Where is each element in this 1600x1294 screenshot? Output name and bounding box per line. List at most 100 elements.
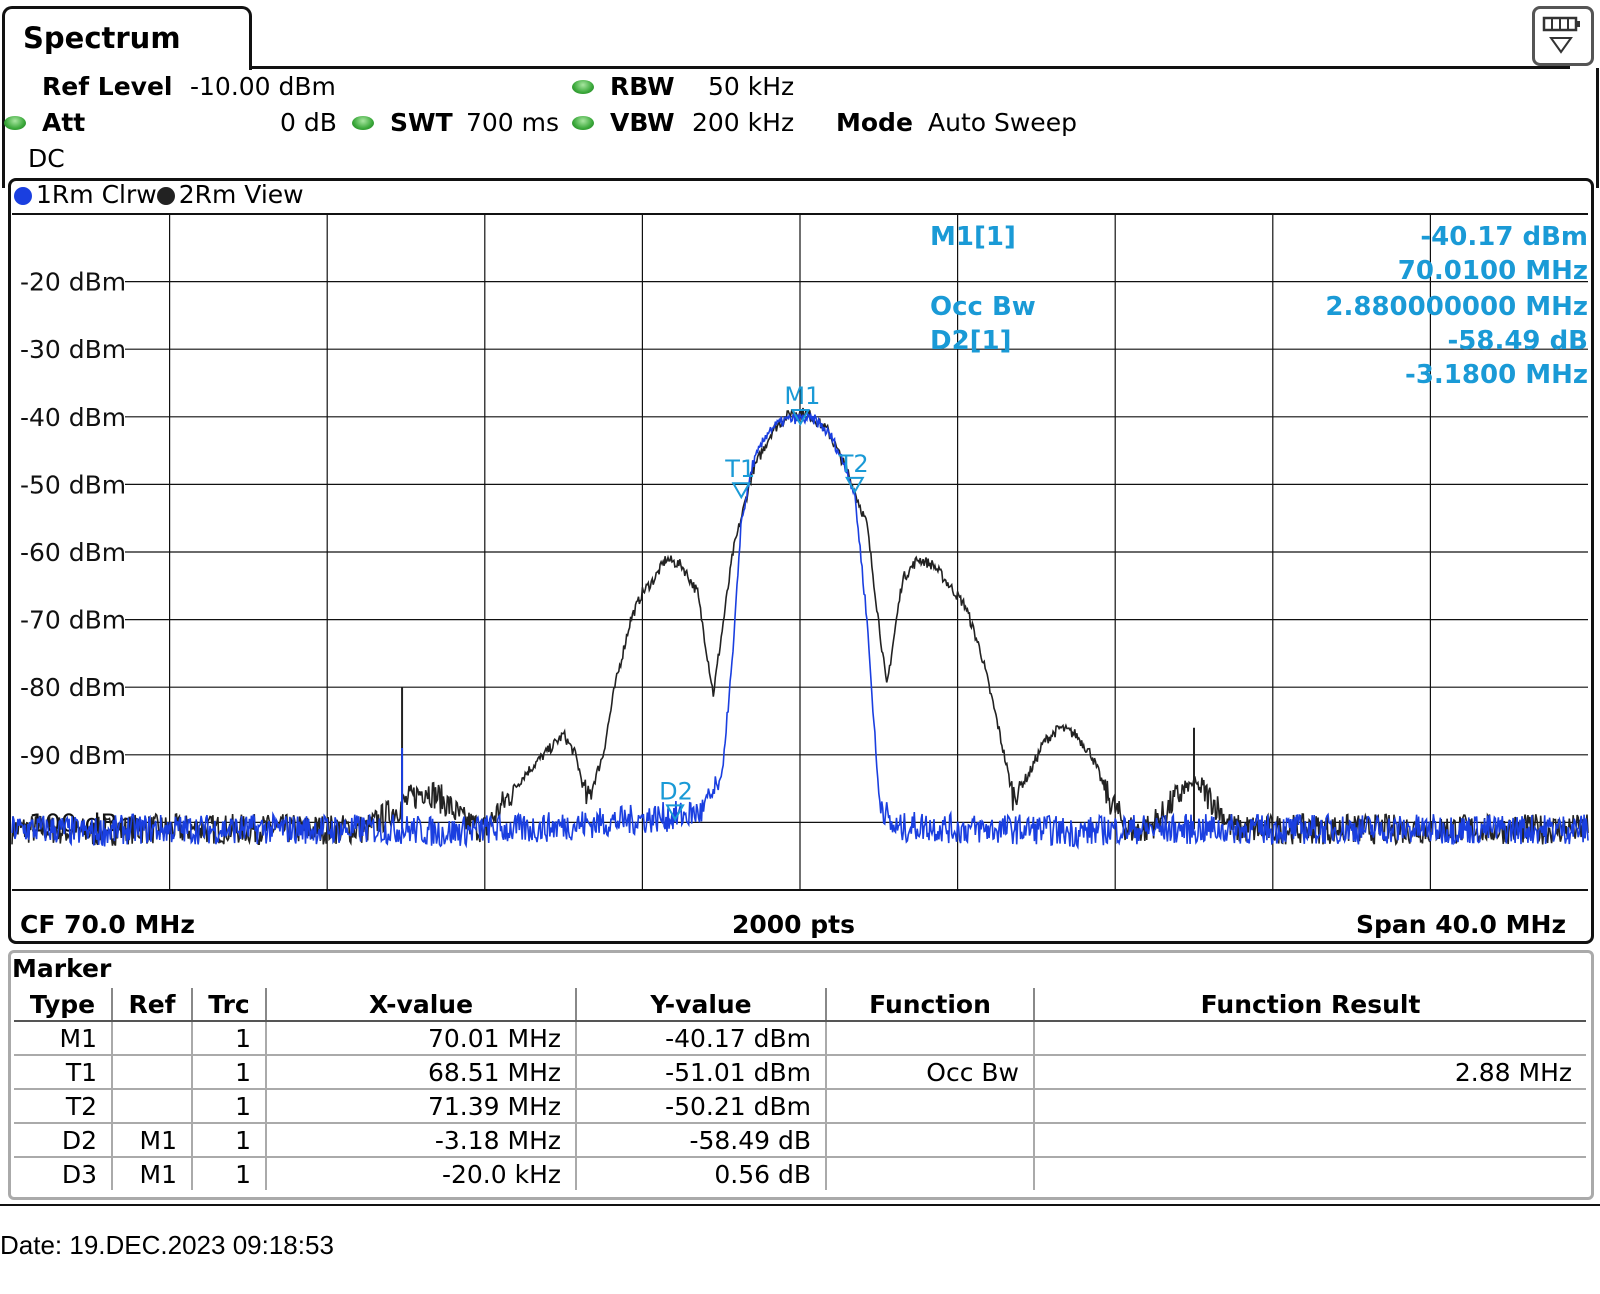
trace-2-dot-icon xyxy=(156,187,175,205)
window-bottom-border xyxy=(0,1204,1600,1206)
marker-table-row[interactable]: T1 1 68.51 MHz -51.01 dBm Occ Bw 2.88 MHz xyxy=(14,1054,1586,1089)
marker-table-cell xyxy=(825,1156,1034,1190)
marker-table-cell: -50.21 dBm xyxy=(575,1088,826,1123)
sweep-points: 2000 pts xyxy=(732,910,856,939)
marker-table-cell: 1 xyxy=(191,1054,266,1089)
marker-t2-label: T2 xyxy=(838,450,869,478)
vbw-value[interactable]: 200 kHz xyxy=(692,108,795,137)
marker-table-header: Trc xyxy=(191,988,266,1022)
marker-table-title: Marker xyxy=(12,954,112,983)
spectrum-plot[interactable]: -20 dBm -30 dBm -40 dBm -50 dBm -60 dBm -70 d… xyxy=(0,0,1600,944)
marker-table-cell xyxy=(825,1020,1034,1055)
marker-table-cell: 1 xyxy=(191,1156,266,1190)
att-value[interactable]: 0 dB xyxy=(280,108,337,137)
marker-table-cell: 68.51 MHz xyxy=(265,1054,576,1089)
ref-level-value[interactable]: -10.00 dBm xyxy=(190,72,336,101)
marker-table-cell: 2.88 MHz xyxy=(1033,1054,1586,1089)
marker-table-cell: M1 xyxy=(111,1122,192,1157)
marker-table-cell: T1 xyxy=(14,1054,112,1089)
tab-title: Spectrum xyxy=(23,21,181,55)
marker-table-cell xyxy=(1033,1020,1586,1055)
y-tick-label: -30 dBm xyxy=(20,335,126,364)
trace-1-line xyxy=(11,411,1589,850)
marker-table-cell xyxy=(1033,1088,1586,1123)
vbw-label: VBW xyxy=(610,108,675,137)
header-divider xyxy=(250,66,1570,69)
marker-table-cell xyxy=(1033,1156,1586,1190)
m1-info-freq: 70.0100 MHz xyxy=(1397,256,1588,286)
marker-table-cell: 0.56 dB xyxy=(575,1156,826,1190)
marker-d2-icon xyxy=(665,804,685,822)
y-tick-label: -40 dBm xyxy=(20,403,126,432)
marker-table-cell xyxy=(825,1122,1034,1157)
swt-label: SWT xyxy=(390,108,453,137)
marker-table-header: Ref xyxy=(111,988,192,1022)
marker-t1-label: T1 xyxy=(724,455,755,483)
d2-info-freq: -3.1800 MHz xyxy=(1405,360,1588,390)
marker-table-cell: 1 xyxy=(191,1088,266,1123)
swt-status-led-icon xyxy=(352,116,374,130)
marker-table-cell xyxy=(825,1088,1034,1123)
marker-table-header: X-value xyxy=(265,988,576,1022)
marker-table-cell: D3 xyxy=(14,1156,112,1190)
marker-table-cell xyxy=(111,1088,192,1123)
frame-right xyxy=(1596,68,1599,188)
marker-table-cell: M1 xyxy=(14,1020,112,1055)
marker-table-header: Function xyxy=(825,988,1034,1022)
d2-info-level: -58.49 dB xyxy=(1447,326,1588,356)
spectrum-diagram xyxy=(8,178,1594,944)
marker-table-cell: 70.01 MHz xyxy=(265,1020,576,1055)
marker-table-row[interactable]: D2 M1 1 -3.18 MHz -58.49 dB xyxy=(14,1122,1586,1157)
marker-table-cell: -51.01 dBm xyxy=(575,1054,826,1089)
span-value[interactable]: Span 40.0 MHz xyxy=(1355,910,1566,939)
marker-table-cell: T2 xyxy=(14,1088,112,1123)
marker-table-cell: Occ Bw xyxy=(825,1054,1034,1089)
marker-table-cell xyxy=(111,1054,192,1089)
marker-table-cell: D2 xyxy=(14,1122,112,1157)
diagram-footer: CF 70.0 MHz 2000 pts Span 40.0 MHz xyxy=(10,904,1594,942)
marker-table-cell: M1 xyxy=(111,1156,192,1190)
marker-table-row[interactable]: M1 1 70.01 MHz -40.17 dBm xyxy=(14,1020,1586,1055)
trace-1-label: 1Rm Clrw xyxy=(36,180,157,209)
mode-label: Mode xyxy=(836,108,913,137)
marker-table-cell xyxy=(1033,1122,1586,1157)
marker-table-header: Function Result xyxy=(1033,988,1586,1022)
center-frequency[interactable]: CF 70.0 MHz xyxy=(20,910,195,939)
att-status-led-icon xyxy=(4,116,26,130)
window-menu-button[interactable] xyxy=(1532,6,1594,66)
trace-2-item[interactable]: 2Rm View xyxy=(156,180,304,209)
marker-table-header: Type xyxy=(14,988,112,1022)
marker-t2-icon xyxy=(845,476,865,494)
att-label: Att xyxy=(42,108,86,137)
spectrum-tab[interactable]: Spectrum xyxy=(2,6,252,70)
y-tick-label: -80 dBm xyxy=(20,673,126,702)
rbw-value[interactable]: 50 kHz xyxy=(708,72,795,101)
coupling-indicator: DC xyxy=(28,144,65,173)
trace-2-label: 2Rm View xyxy=(178,180,304,209)
swt-value[interactable]: 700 ms xyxy=(466,108,560,137)
d2-info-label: D2[1] xyxy=(930,326,1012,356)
y-tick-label: -50 dBm xyxy=(20,470,126,499)
mode-value[interactable]: Auto Sweep xyxy=(928,108,1077,137)
marker-table-cell: -20.0 kHz xyxy=(265,1156,576,1190)
y-tick-label: -60 dBm xyxy=(20,538,126,567)
marker-table-header: Y-value xyxy=(575,988,826,1022)
y-tick-label: -90 dBm xyxy=(20,741,126,770)
m1-info-label: M1[1] xyxy=(930,222,1016,252)
marker-table-cell: 71.39 MHz xyxy=(265,1088,576,1123)
marker-table-row[interactable]: D3 M1 1 -20.0 kHz 0.56 dB xyxy=(14,1156,1586,1190)
marker-table-cell: -58.49 dB xyxy=(575,1122,826,1157)
vbw-status-led-icon xyxy=(572,116,594,130)
rbw-label: RBW xyxy=(610,72,675,101)
marker-table-row[interactable]: T2 1 71.39 MHz -50.21 dBm xyxy=(14,1088,1586,1123)
trace-legend: 1Rm Clrw 2Rm View xyxy=(14,180,304,209)
marker-m1-label: M1 xyxy=(784,382,820,410)
trace-1-item[interactable]: 1Rm Clrw xyxy=(14,180,157,209)
m1-info-level: -40.17 dBm xyxy=(1420,222,1588,252)
marker-m1-icon xyxy=(790,408,811,426)
marker-table-cell xyxy=(111,1020,192,1055)
marker-table-cell: -3.18 MHz xyxy=(265,1122,576,1157)
frame-left xyxy=(2,68,5,188)
ref-level-label: Ref Level xyxy=(42,72,173,101)
marker-table-cell: 1 xyxy=(191,1122,266,1157)
